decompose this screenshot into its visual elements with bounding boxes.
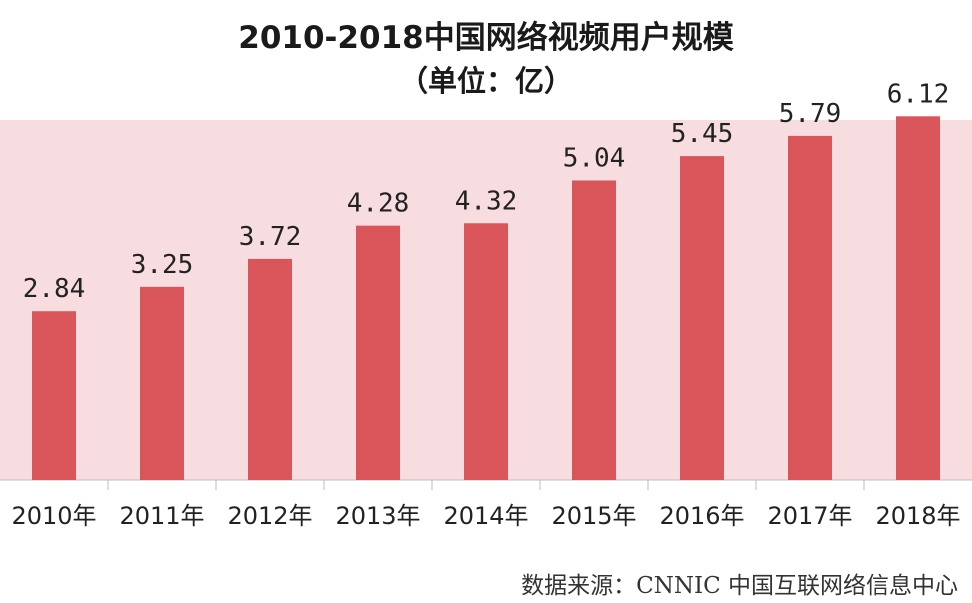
chart-subtitle: （单位：亿） [398, 64, 573, 98]
x-tick-label: 2015年 [551, 502, 636, 530]
bar-2015年 [572, 180, 616, 481]
bar-2011年 [140, 286, 184, 480]
x-tick-label: 2011年 [119, 502, 204, 530]
x-tick-label: 2012年 [227, 502, 312, 530]
data-label-2013年: 4.28 [347, 189, 410, 219]
bar-2012年 [248, 258, 292, 480]
chart-title: 2010-2018中国网络视频用户规模 [238, 20, 734, 56]
bar-2013年 [356, 225, 400, 480]
x-tick-label: 2014年 [443, 502, 528, 530]
x-tick-label: 2013年 [335, 502, 420, 530]
data-label-2012年: 3.72 [239, 222, 302, 252]
data-label-2015年: 5.04 [563, 143, 626, 173]
data-label-2017年: 5.79 [779, 99, 842, 129]
data-label-2011年: 3.25 [131, 250, 194, 280]
data-label-2018年: 6.12 [887, 79, 950, 109]
data-label-2014年: 4.32 [455, 186, 518, 216]
bar-2010年 [32, 311, 76, 480]
bar-2017年 [788, 135, 832, 480]
x-tick-label: 2018年 [875, 502, 960, 530]
x-tick-label: 2010年 [11, 502, 96, 530]
x-tick-label: 2017年 [767, 502, 852, 530]
bar-2016年 [680, 156, 724, 480]
bar-2014年 [464, 223, 508, 481]
x-tick-label: 2016年 [659, 502, 744, 530]
data-label-2016年: 5.45 [671, 119, 734, 149]
data-label-2010年: 2.84 [23, 274, 86, 304]
bar-2018年 [896, 116, 940, 480]
data-source-note: 数据来源：CNNIC 中国互联网络信息中心 [521, 573, 958, 599]
